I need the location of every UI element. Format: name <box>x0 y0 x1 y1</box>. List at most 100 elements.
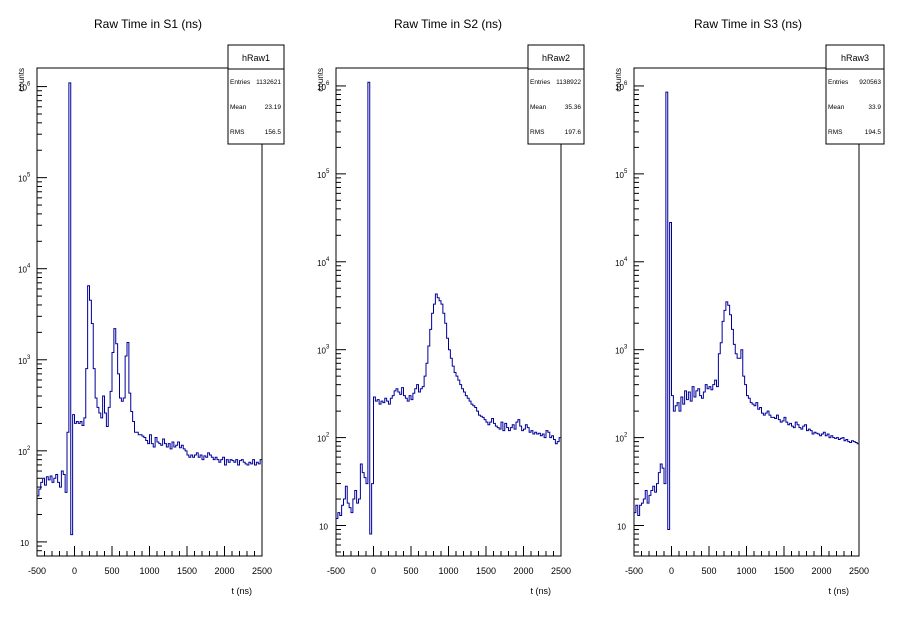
y-tick-label: 10 5 <box>615 169 628 180</box>
stats-box-frame <box>825 44 885 145</box>
x-tick-label: 500 <box>701 566 716 576</box>
y-tick-exponent: 4 <box>326 257 330 263</box>
stats-entries-label: Entries <box>828 79 849 86</box>
y-tick-mantissa: 10 <box>319 523 328 532</box>
y-tick-exponent: 2 <box>326 433 330 439</box>
y-tick-label: 10 4 <box>18 264 31 275</box>
y-tick-label: 10 3 <box>615 345 628 356</box>
x-tick-label: -500 <box>327 566 345 576</box>
histogram-series <box>634 91 859 531</box>
y-tick-exponent: 2 <box>624 433 628 439</box>
y-tick-exponent: 4 <box>624 257 628 263</box>
y-tick-mantissa: 10 <box>615 259 624 268</box>
y-tick-exponent: 2 <box>27 446 31 452</box>
y-tick-label: 10 4 <box>615 257 628 268</box>
stats-mean-label: Mean <box>530 104 547 111</box>
y-tick-label: 10 6 <box>18 82 31 93</box>
y-tick-label: 10 5 <box>18 173 31 184</box>
y-tick-mantissa: 10 <box>615 171 624 180</box>
x-tick-label: 0 <box>669 566 674 576</box>
y-tick-label: 10 6 <box>317 81 330 92</box>
x-tick-label: -500 <box>625 566 643 576</box>
stats-histogram-name: hRaw1 <box>242 53 270 63</box>
y-tick-exponent: 3 <box>326 345 330 351</box>
y-axis-label: counts <box>316 68 325 92</box>
y-tick-mantissa: 10 <box>617 523 626 532</box>
y-tick-label: 10 2 <box>18 446 31 457</box>
y-tick-label: 10 <box>617 523 626 532</box>
y-tick-exponent: 5 <box>27 173 31 179</box>
y-tick-label: 10 <box>319 523 328 532</box>
x-tick-label: 2500 <box>252 566 272 576</box>
y-tick-mantissa: 10 <box>615 347 624 356</box>
y-axis-label: counts <box>614 68 623 92</box>
histogram-series <box>37 82 262 536</box>
y-tick-exponent: 6 <box>27 82 31 88</box>
y-tick-mantissa: 10 <box>18 266 27 275</box>
stats-box-frame <box>527 44 585 145</box>
x-tick-label: -500 <box>28 566 46 576</box>
chart-panel-2: Raw Time in S2 (ns) -500 0 500 1000 1500 2000 2… <box>316 17 585 596</box>
y-tick-mantissa: 10 <box>317 435 326 444</box>
stats-box: hRaw1 Entries 1132621 Mean 23.19 RMS 156.5 <box>227 44 285 145</box>
x-axis-label: t (ns) <box>231 586 252 596</box>
stats-rms-value: 194.5 <box>865 129 882 136</box>
y-tick-mantissa: 10 <box>18 175 27 184</box>
stats-rms-value: 156.5 <box>265 129 282 136</box>
x-tick-label: 2000 <box>811 566 831 576</box>
stats-histogram-name: hRaw2 <box>542 53 570 63</box>
stats-entries-value: 1132621 <box>256 79 281 86</box>
y-tick-exponent: 6 <box>326 81 330 87</box>
x-axis-label: t (ns) <box>828 586 849 596</box>
histogram-series <box>336 81 561 535</box>
stats-rms-label: RMS <box>230 129 245 136</box>
chart-title: Raw Time in S3 (ns) <box>694 17 802 31</box>
y-tick-mantissa: 10 <box>18 357 27 366</box>
stats-mean-label: Mean <box>828 104 845 111</box>
y-tick-mantissa: 10 <box>317 259 326 268</box>
y-axis-label: counts <box>17 68 26 92</box>
y-tick-label: 10 2 <box>317 433 330 444</box>
stats-histogram-name: hRaw3 <box>841 53 869 63</box>
stats-mean-value: 23.19 <box>265 104 282 111</box>
x-tick-label: 1000 <box>139 566 159 576</box>
stats-mean-value: 33.9 <box>868 104 881 111</box>
y-tick-exponent: 4 <box>27 264 31 270</box>
y-tick-label: 10 <box>20 539 29 548</box>
stats-entries-label: Entries <box>530 79 551 86</box>
x-tick-label: 1500 <box>177 566 197 576</box>
chart-panel-1: Raw Time in S1 (ns) -500 0 500 1000 1500 2000 2… <box>17 17 285 596</box>
x-tick-label: 2000 <box>214 566 234 576</box>
chart-panel-3: Raw Time in S3 (ns) -500 0 500 1000 1500 2000 2… <box>614 17 885 596</box>
chart-title: Raw Time in S2 (ns) <box>394 17 502 31</box>
stats-entries-label: Entries <box>230 79 251 86</box>
y-tick-mantissa: 10 <box>317 347 326 356</box>
y-tick-mantissa: 10 <box>20 539 29 548</box>
stats-entries-value: 1138922 <box>556 79 581 86</box>
stats-box: hRaw3 Entries 920563 Mean 33.9 RMS 194.5 <box>825 44 885 145</box>
x-tick-label: 2500 <box>551 566 571 576</box>
y-tick-label: 10 5 <box>317 169 330 180</box>
x-tick-label: 500 <box>403 566 418 576</box>
y-tick-mantissa: 10 <box>615 83 624 92</box>
y-tick-label: 10 3 <box>18 355 31 366</box>
y-tick-mantissa: 10 <box>317 171 326 180</box>
x-tick-label: 0 <box>72 566 77 576</box>
x-tick-label: 1500 <box>774 566 794 576</box>
x-tick-label: 1000 <box>438 566 458 576</box>
y-tick-mantissa: 10 <box>615 435 624 444</box>
stats-rms-value: 197.6 <box>565 129 582 136</box>
stats-entries-value: 920563 <box>859 79 881 86</box>
y-tick-mantissa: 10 <box>18 84 27 93</box>
y-tick-label: 10 3 <box>317 345 330 356</box>
y-tick-mantissa: 10 <box>317 83 326 92</box>
y-tick-exponent: 6 <box>624 81 628 87</box>
chart-title: Raw Time in S1 (ns) <box>94 17 202 31</box>
y-tick-label: 10 2 <box>615 433 628 444</box>
